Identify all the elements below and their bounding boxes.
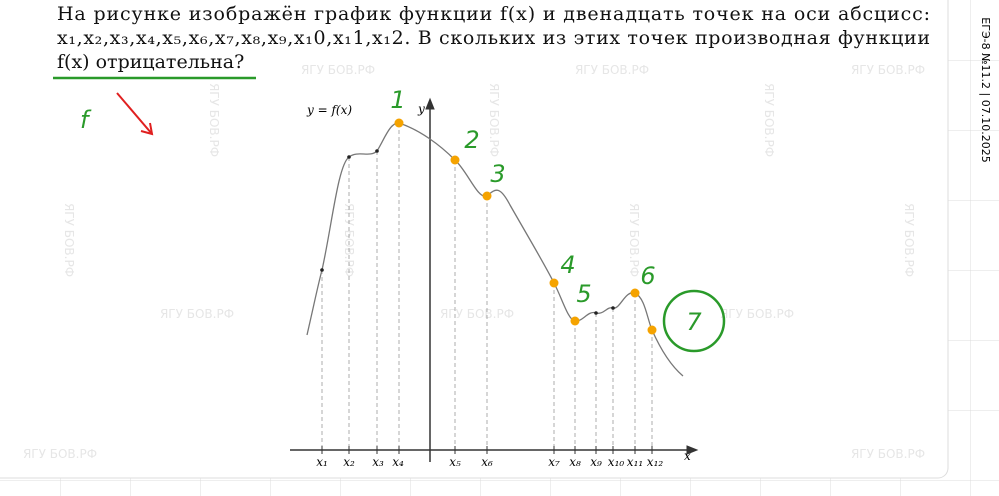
answer: 7: [686, 308, 702, 336]
card: [0, 0, 949, 479]
problem-line: x₁,x₂,x₃,x₄,x₅,x₆,x₇,x₈,x₉,x₁0,x₁1,x₁2. …: [57, 27, 930, 49]
point: [394, 118, 404, 128]
y-axis-label: y: [417, 102, 425, 116]
watermark: ЯГУ БОВ.РФ: [301, 63, 375, 77]
point: [611, 306, 615, 310]
answer-circle: [662, 289, 726, 353]
point-label: x₁: [316, 455, 328, 469]
watermark: ЯГУ БОВ.РФ: [207, 83, 221, 157]
handwritten-number: 4: [560, 251, 575, 279]
handwritten-number: 5: [576, 280, 591, 308]
watermark: ЯГУ БОВ.РФ: [851, 447, 925, 461]
point: [549, 278, 559, 288]
watermark: ЯГУ БОВ.РФ: [440, 307, 514, 321]
x-axis-label: x: [684, 449, 691, 463]
point-label: x₉: [590, 455, 602, 469]
point: [375, 149, 379, 153]
problem-line: f(x) отрицательна?: [57, 51, 244, 73]
watermark: ЯГУ БОВ.РФ: [902, 203, 916, 277]
watermark: ЯГУ БОВ.РФ: [851, 63, 925, 77]
point: [594, 311, 598, 315]
problem-line: На рисунке изображён график функции f(x)…: [57, 3, 930, 25]
point-label: x₇: [548, 455, 560, 469]
point-label: x₈: [569, 455, 581, 469]
point-label: x₂: [343, 455, 355, 469]
point: [570, 316, 580, 326]
point-label: x₃: [372, 455, 384, 469]
point: [647, 325, 657, 335]
point: [450, 155, 460, 165]
point-label: x₁₂: [647, 455, 664, 469]
watermark: ЯГУ БОВ.РФ: [487, 83, 501, 157]
problem-text: На рисунке изображён график функции f(x)…: [57, 3, 930, 73]
side-label: ЕГЭ-8 №11.2 | 07.10.2025: [979, 17, 992, 162]
red-arrow: [116, 92, 154, 136]
point-label: x₁₁: [627, 455, 643, 469]
point: [482, 191, 492, 201]
point: [630, 288, 640, 298]
watermarks: ЯГУ БОВ.РФ ЯГУ БОВ.РФ ЯГУ БОВ.РФ ЯГУ БОВ.РФ…: [23, 63, 925, 461]
function-label: y = f(x): [306, 103, 352, 117]
watermark: ЯГУ БОВ.РФ: [720, 307, 794, 321]
point-label: x₅: [449, 455, 461, 469]
watermark: ЯГУ БОВ.РФ: [575, 63, 649, 77]
point-label: x₁₀: [608, 455, 625, 469]
handwritten-number: 3: [490, 160, 505, 188]
watermark: ЯГУ БОВ.РФ: [23, 447, 97, 461]
point: [347, 155, 351, 159]
points: x₁ x₂ x₃ x₄ x₅ x₆ x₇ x₈ x₉ x₁₀ x₁₁ x₁₂: [316, 118, 664, 469]
point-label: x₄: [392, 455, 404, 469]
handwritten-number: 1: [390, 86, 405, 114]
handwritten-number: 6: [640, 262, 655, 290]
point: [320, 268, 324, 272]
axes: [290, 97, 699, 462]
watermark: ЯГУ БОВ.РФ: [627, 203, 641, 277]
point-label: x₆: [481, 455, 493, 469]
watermark: ЯГУ БОВ.РФ: [62, 203, 76, 277]
watermark: ЯГУ БОВ.РФ: [342, 203, 356, 277]
handwritten-number: 2: [464, 126, 479, 154]
watermark: ЯГУ БОВ.РФ: [160, 307, 234, 321]
watermark: ЯГУ БОВ.РФ: [762, 83, 776, 157]
